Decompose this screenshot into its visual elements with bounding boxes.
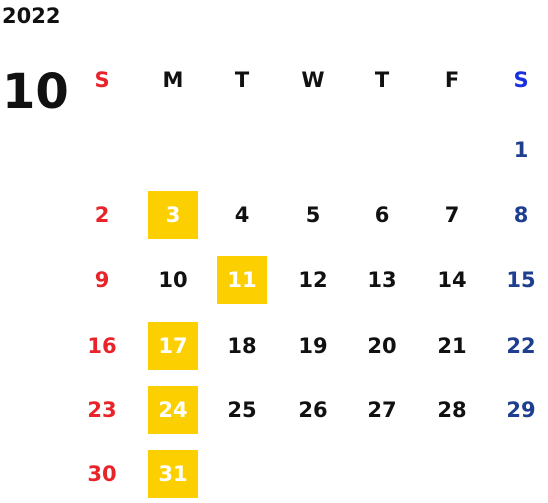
day: 2 <box>94 203 110 227</box>
weekday-header: M <box>162 68 184 92</box>
day: 29 <box>506 398 536 422</box>
day: 1 <box>513 138 529 162</box>
highlighted-day: 24 <box>148 386 198 434</box>
highlighted-day: 31 <box>148 450 198 498</box>
day: 7 <box>444 203 460 227</box>
day: 16 <box>87 334 117 358</box>
highlighted-day: 3 <box>148 191 198 239</box>
month: 10 <box>2 64 69 120</box>
day: 28 <box>437 398 467 422</box>
weekday-header: W <box>301 68 325 92</box>
day: 22 <box>506 334 536 358</box>
day: 14 <box>437 268 467 292</box>
weekday-header: T <box>374 68 390 92</box>
day: 27 <box>367 398 397 422</box>
day: 19 <box>298 334 328 358</box>
day: 18 <box>227 334 257 358</box>
highlighted-day: 11 <box>217 256 267 304</box>
weekday-header: T <box>234 68 250 92</box>
day: 15 <box>506 268 536 292</box>
day: 30 <box>87 462 117 486</box>
day: 5 <box>305 203 321 227</box>
day: 4 <box>234 203 250 227</box>
day: 12 <box>298 268 328 292</box>
day: 6 <box>374 203 390 227</box>
day: 21 <box>437 334 467 358</box>
weekday-header: S <box>94 68 110 92</box>
day: 26 <box>298 398 328 422</box>
day: 25 <box>227 398 257 422</box>
year: 2022 <box>2 4 61 28</box>
day: 20 <box>367 334 397 358</box>
day: 13 <box>367 268 397 292</box>
highlighted-day: 17 <box>148 322 198 370</box>
weekday-header: S <box>513 68 529 92</box>
day: 8 <box>513 203 529 227</box>
day: 9 <box>94 268 110 292</box>
day: 10 <box>158 268 188 292</box>
weekday-header: F <box>444 68 460 92</box>
day: 23 <box>87 398 117 422</box>
